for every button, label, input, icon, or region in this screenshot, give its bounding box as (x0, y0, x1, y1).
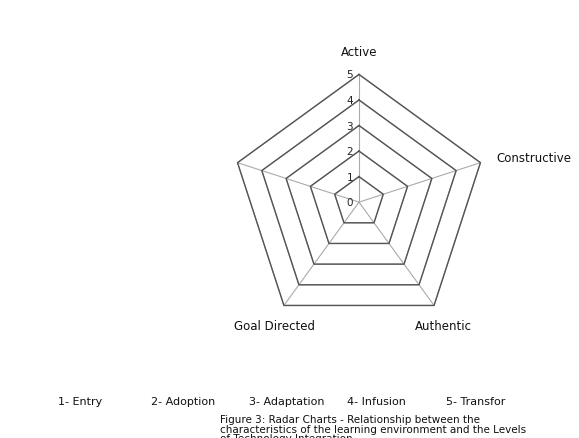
Text: 3- Adaptation: 3- Adaptation (249, 396, 324, 406)
Text: Constructive: Constructive (496, 152, 571, 165)
Text: characteristics of the learning environment and the Levels: characteristics of the learning environm… (220, 424, 526, 434)
Text: 0: 0 (347, 198, 353, 208)
Text: 2- Adoption: 2- Adoption (151, 396, 215, 406)
Text: Authentic: Authentic (415, 319, 472, 332)
Text: 1: 1 (347, 172, 353, 182)
Text: 1- Entry: 1- Entry (58, 396, 102, 406)
Text: Active: Active (340, 46, 378, 59)
Text: 5: 5 (347, 70, 353, 80)
Text: 5- Transfor: 5- Transfor (446, 396, 505, 406)
Text: Figure 3: Radar Charts - Relationship between the: Figure 3: Radar Charts - Relationship be… (220, 414, 480, 424)
Text: 4- Infusion: 4- Infusion (347, 396, 406, 406)
Text: 4: 4 (347, 96, 353, 106)
Text: 3: 3 (347, 121, 353, 131)
Text: Goal Directed: Goal Directed (234, 319, 314, 332)
Text: of Technology Integration: of Technology Integration (220, 433, 353, 438)
Text: 2: 2 (347, 147, 353, 157)
